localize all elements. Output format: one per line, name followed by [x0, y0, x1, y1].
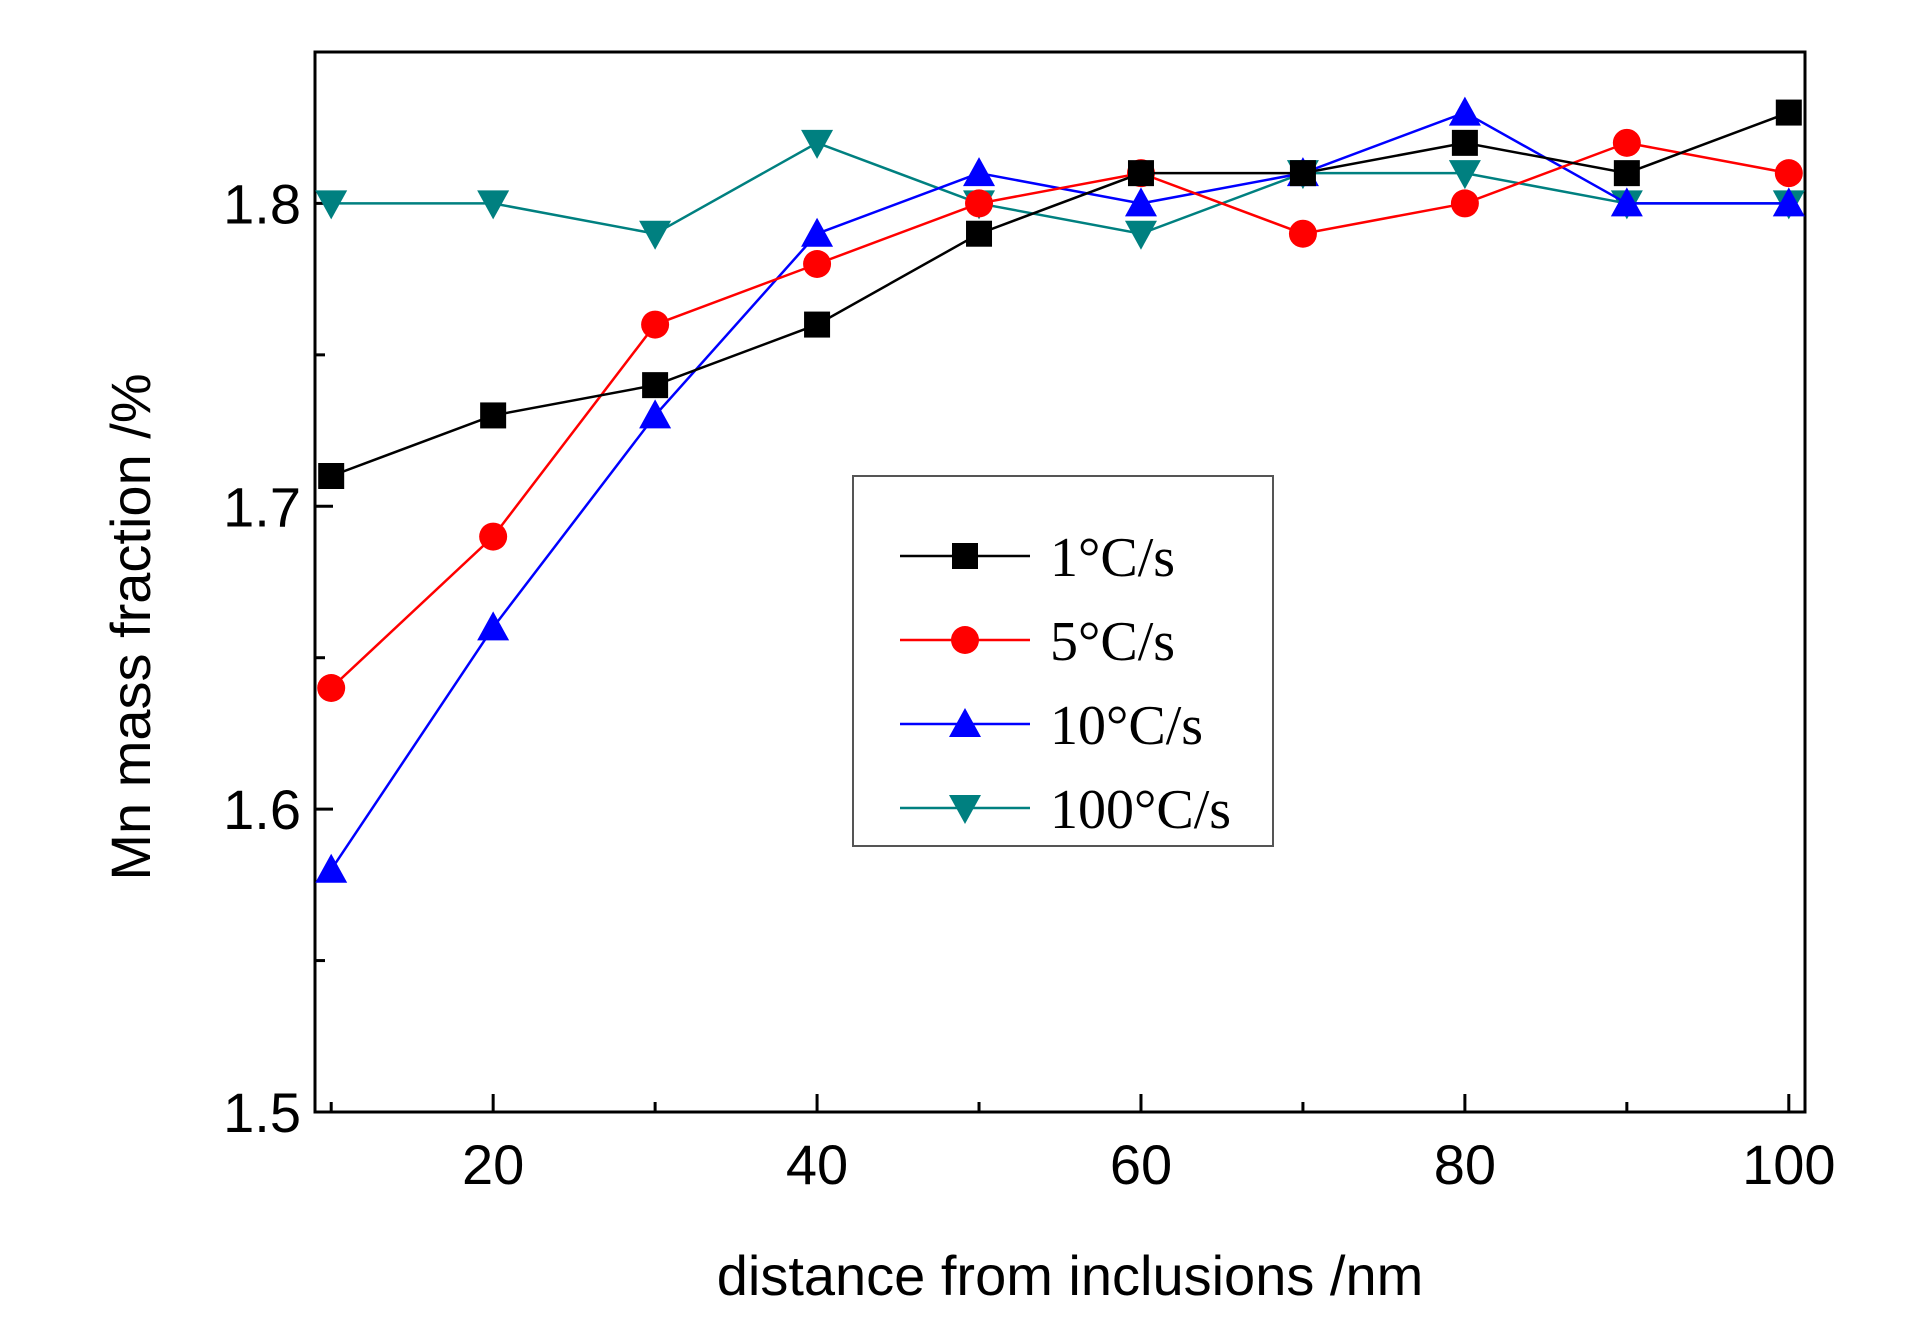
legend-marker [949, 795, 981, 824]
y-axis: 1.5 1.6 1.7 1.8 [223, 172, 333, 1144]
data-point [1124, 187, 1157, 217]
legend-item: 10°C/s [900, 695, 1203, 757]
data-point [317, 674, 346, 702]
data-point [963, 157, 996, 187]
data-point [1772, 187, 1805, 217]
data-point [315, 853, 348, 883]
y-tick-label: 1.5 [223, 1081, 301, 1144]
legend-marker [949, 708, 981, 737]
data-point [1448, 160, 1481, 190]
data-point [1613, 160, 1640, 187]
data-point [803, 250, 832, 278]
legend-marker [951, 626, 979, 654]
x-tick-label: 60 [1110, 1133, 1172, 1196]
series-layer [315, 96, 1805, 883]
data-point [479, 522, 508, 551]
y-tick-label: 1.7 [223, 475, 301, 538]
legend-label: 1°C/s [1050, 527, 1175, 589]
series-line [330, 111, 1790, 478]
data-point [1612, 128, 1641, 157]
data-point [1774, 159, 1803, 188]
data-point [804, 311, 831, 338]
data-point [1288, 219, 1317, 248]
data-point [1127, 160, 1154, 187]
x-tick-label: 80 [1434, 1133, 1496, 1196]
data-point [642, 372, 669, 399]
data-point [639, 220, 672, 250]
x-tick-label: 100 [1742, 1133, 1835, 1196]
x-tick-label: 40 [786, 1133, 848, 1196]
data-point [965, 189, 994, 218]
legend-marker [952, 543, 978, 569]
data-point [1124, 220, 1157, 250]
data-point [801, 217, 834, 247]
y-tick-label: 1.8 [223, 172, 301, 235]
data-point [1775, 99, 1802, 126]
plot-frame [313, 50, 1807, 1114]
data-point [315, 190, 348, 220]
legend-box [852, 475, 1274, 847]
x-tick-label: 20 [462, 1133, 524, 1196]
data-point [1450, 189, 1479, 218]
legend-item: 1°C/s [900, 527, 1175, 589]
data-point [1289, 160, 1316, 187]
data-point [1451, 129, 1478, 156]
data-point [477, 611, 510, 641]
data-point [477, 190, 510, 220]
series-1 [318, 99, 1802, 489]
legend-label: 10°C/s [1050, 695, 1203, 757]
data-point [801, 129, 834, 159]
x-axis-title: distance from inclusions /nm [717, 1244, 1424, 1307]
y-tick-label: 1.6 [223, 778, 301, 841]
data-point [966, 220, 993, 247]
data-point [318, 463, 345, 489]
data-point [1610, 187, 1643, 217]
data-point [641, 310, 670, 339]
legend-item: 100°C/s [900, 779, 1231, 841]
series-line [331, 141, 1789, 236]
legend-label: 5°C/s [1050, 611, 1175, 673]
data-point [1448, 96, 1481, 126]
y-axis-title: Mn mass fraction /% [99, 373, 162, 880]
plot-area [313, 50, 1807, 1114]
legend-label: 100°C/s [1050, 779, 1231, 841]
legend: 1°C/s 5°C/s 10°C/s 100°C/s [852, 475, 1274, 847]
data-point [480, 402, 507, 429]
series-4 [315, 129, 1805, 250]
x-axis: 20 40 60 80 100 [329, 1094, 1836, 1196]
series-line [330, 141, 1790, 689]
data-point [639, 399, 672, 429]
legend-item: 5°C/s [900, 611, 1175, 673]
